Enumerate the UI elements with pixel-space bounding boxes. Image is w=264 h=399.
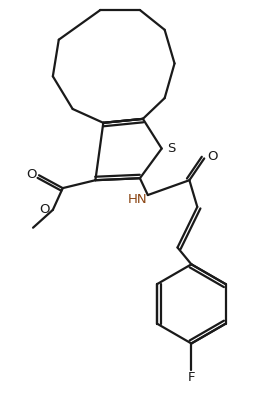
Text: O: O xyxy=(40,203,50,216)
Text: HN: HN xyxy=(128,194,148,207)
Text: O: O xyxy=(26,168,36,181)
Text: S: S xyxy=(167,142,176,155)
Text: F: F xyxy=(188,371,195,383)
Text: O: O xyxy=(207,150,217,163)
